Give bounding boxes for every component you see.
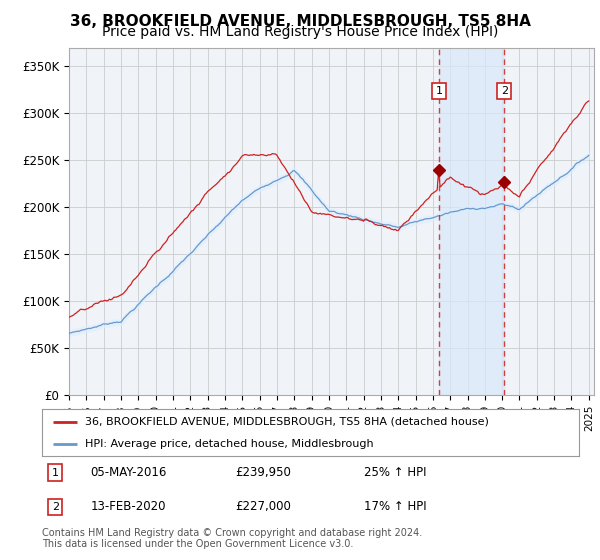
Text: 25% ↑ HPI: 25% ↑ HPI <box>364 466 427 479</box>
Text: 1: 1 <box>436 86 443 96</box>
Text: 1: 1 <box>52 468 59 478</box>
Text: 05-MAY-2016: 05-MAY-2016 <box>91 466 167 479</box>
Text: £227,000: £227,000 <box>235 500 291 514</box>
Text: 36, BROOKFIELD AVENUE, MIDDLESBROUGH, TS5 8HA: 36, BROOKFIELD AVENUE, MIDDLESBROUGH, TS… <box>70 14 530 29</box>
Text: £239,950: £239,950 <box>235 466 291 479</box>
Text: HPI: Average price, detached house, Middlesbrough: HPI: Average price, detached house, Midd… <box>85 438 374 449</box>
Text: Price paid vs. HM Land Registry's House Price Index (HPI): Price paid vs. HM Land Registry's House … <box>102 25 498 39</box>
Text: 17% ↑ HPI: 17% ↑ HPI <box>364 500 427 514</box>
Text: 2: 2 <box>500 86 508 96</box>
Text: 13-FEB-2020: 13-FEB-2020 <box>91 500 166 514</box>
Text: Contains HM Land Registry data © Crown copyright and database right 2024.
This d: Contains HM Land Registry data © Crown c… <box>42 528 422 549</box>
Text: 36, BROOKFIELD AVENUE, MIDDLESBROUGH, TS5 8HA (detached house): 36, BROOKFIELD AVENUE, MIDDLESBROUGH, TS… <box>85 417 489 427</box>
Text: 2: 2 <box>52 502 59 512</box>
Bar <box>439 48 504 395</box>
